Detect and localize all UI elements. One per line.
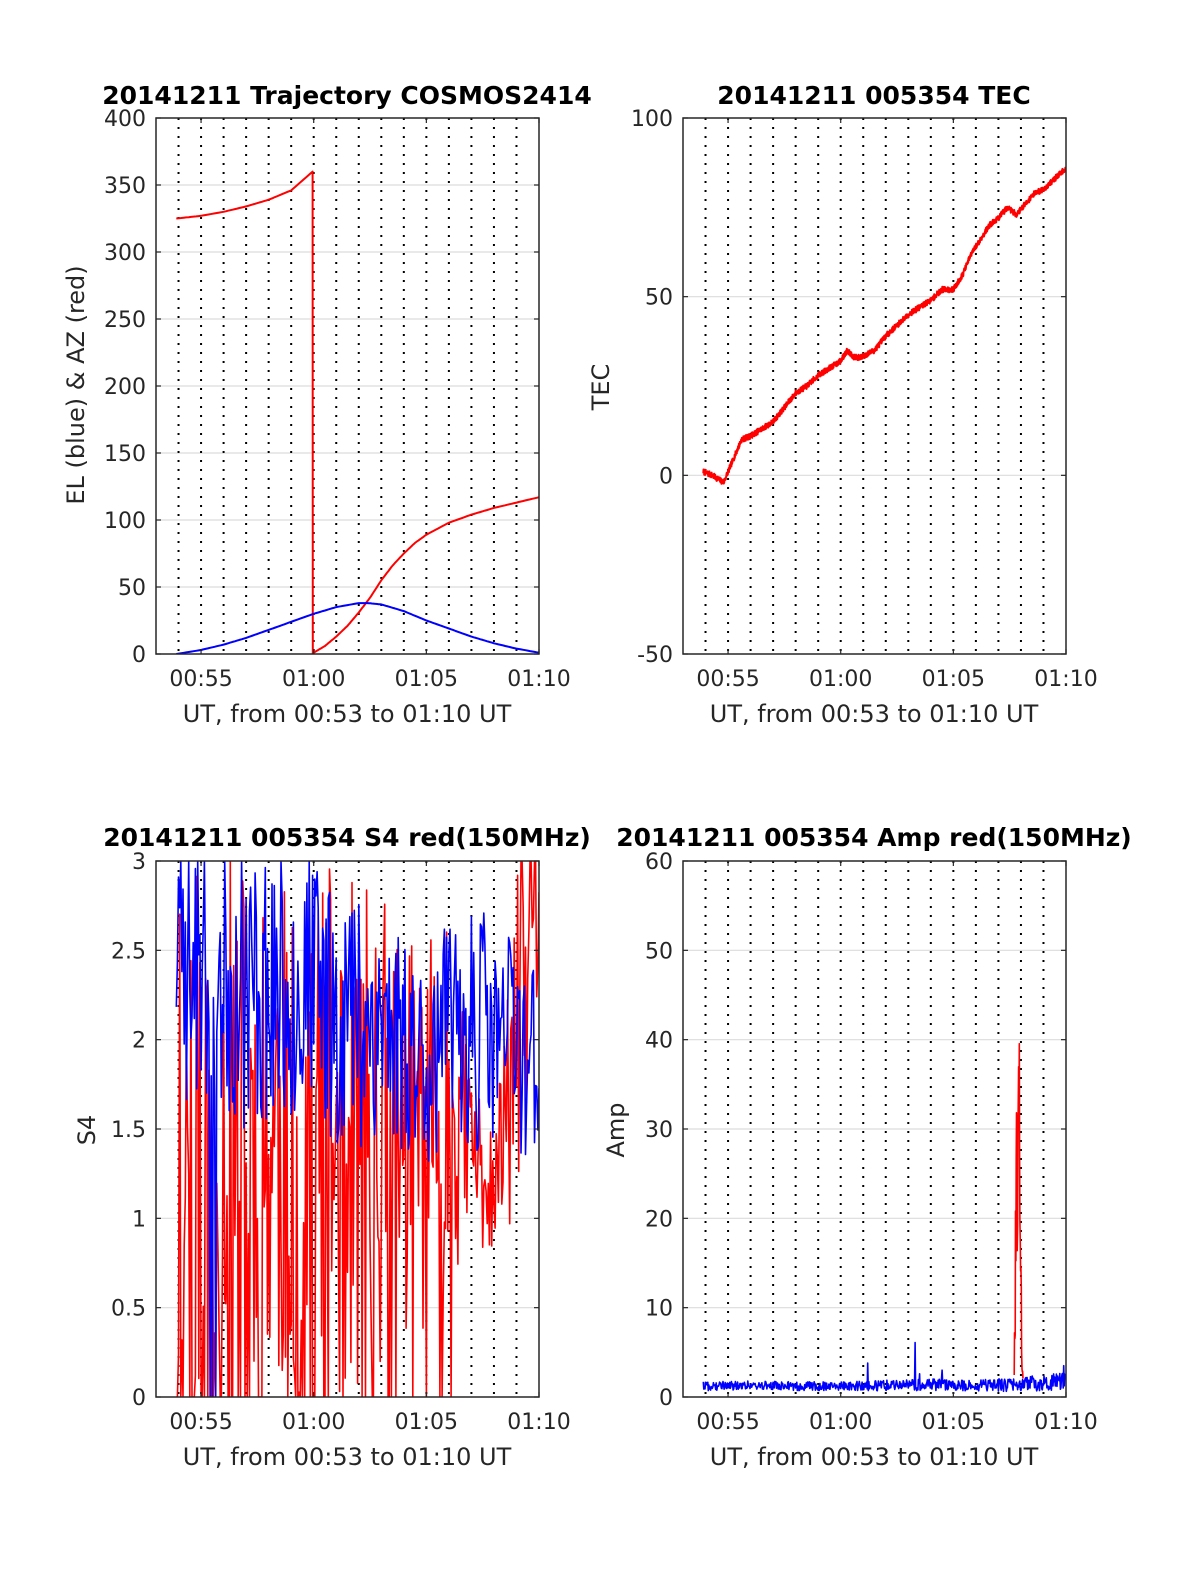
y-axis-label: TEC [587,364,615,412]
y-tick-label: 200 [104,375,146,400]
series-layer [702,1042,1066,1393]
series-line [176,170,539,654]
series-layer [702,166,1066,485]
x-tick-label: 00:55 [169,667,232,692]
chart-title: 20141211 005354 TEC [717,81,1030,110]
x-tick-label: 00:55 [169,1410,232,1435]
series-line [176,602,539,654]
x-tick-label: 01:05 [395,1410,458,1435]
y-axis-label: EL (blue) & AZ (red) [62,265,90,504]
series-line [702,166,1066,485]
y-tick-label: 3 [132,850,146,875]
x-tick-label: 01:00 [282,667,345,692]
series-line [175,861,539,1397]
series-line [702,1341,1066,1393]
chart-title: 20141211 Trajectory COSMOS2414 [102,81,592,110]
series-line [1013,1042,1024,1379]
x-tick-label: 01:05 [922,1410,985,1435]
y-tick-label: 60 [645,850,673,875]
plot-area: 00:55 01:00 01:05 01:10 0 50 100 150 200 250 300 35… [104,107,571,692]
panel-tec: 20141211 005354 TEC UT, from 00:53 to 01… [587,81,1098,728]
x-axis-label: UT, from 00:53 to 01:10 UT [183,700,512,728]
y-tick-label: 100 [104,509,146,534]
y-tick-label: 100 [631,107,673,132]
y-tick-label: 350 [104,174,146,199]
y-tick-label: 50 [645,939,673,964]
x-tick-label: 01:10 [507,667,570,692]
x-tick-label: 01:10 [1034,667,1097,692]
x-tick-label: 01:10 [1034,1410,1097,1435]
plot-area: 00:55 01:00 01:05 01:10 -50 0 50 100 [631,107,1098,692]
y-tick-label: 0 [659,464,673,489]
y-tick-label: 400 [104,107,146,132]
x-axis-label: UT, from 00:53 to 01:10 UT [710,700,1039,728]
y-tick-label: 250 [104,308,146,333]
y-tick-label: 2 [132,1029,146,1054]
y-tick-label: 150 [104,442,146,467]
x-tick-label: 00:55 [696,667,759,692]
y-tick-label: 300 [104,241,146,266]
y-axis-label: S4 [73,1115,101,1146]
y-axis-label: Amp [602,1102,630,1157]
x-tick-label: 01:00 [809,1410,872,1435]
chart-title: 20141211 005354 S4 red(150MHz) [103,823,591,852]
y-tick-label: 30 [645,1118,673,1143]
y-tick-label: 1.5 [111,1118,146,1143]
panel-trajectory: 20141211 Trajectory COSMOS2414 UT, from … [62,81,592,728]
x-axis-label: UT, from 00:53 to 01:10 UT [183,1443,512,1471]
y-tick-label: 10 [645,1297,673,1322]
x-tick-label: 01:00 [282,1410,345,1435]
y-tick-label: 0 [132,1386,146,1411]
y-tick-label: 50 [645,286,673,311]
x-tick-label: 01:05 [922,667,985,692]
x-tick-label: 01:10 [507,1410,570,1435]
y-tick-label: 50 [118,576,146,601]
y-tick-label: 0 [132,643,146,668]
x-tick-label: 01:00 [809,667,872,692]
plot-frame [682,117,1067,655]
y-tick-label: 0 [659,1386,673,1411]
y-tick-label: -50 [637,643,673,668]
y-tick-label: 40 [645,1029,673,1054]
chart-title: 20141211 005354 Amp red(150MHz) [616,823,1132,852]
x-tick-label: 01:05 [395,667,458,692]
y-tick-label: 20 [645,1207,673,1232]
panel-s4: 20141211 005354 S4 red(150MHz) UT, from … [73,823,591,1471]
y-tick-label: 0.5 [111,1297,146,1322]
y-tick-label: 2.5 [111,939,146,964]
plot-area: 00:55 01:00 01:05 01:10 0 10 20 30 40 50 60 [645,850,1098,1435]
plot-area: 00:55 01:00 01:05 01:10 0 0.5 1 1.5 2 2.5 3 [111,850,571,1435]
y-tick-label: 1 [132,1207,146,1232]
series-layer [175,861,539,1397]
series-layer [176,170,539,654]
panel-amp: 20141211 005354 Amp red(150MHz) UT, from… [602,823,1132,1471]
x-axis-label: UT, from 00:53 to 01:10 UT [710,1443,1039,1471]
x-tick-label: 00:55 [696,1410,759,1435]
